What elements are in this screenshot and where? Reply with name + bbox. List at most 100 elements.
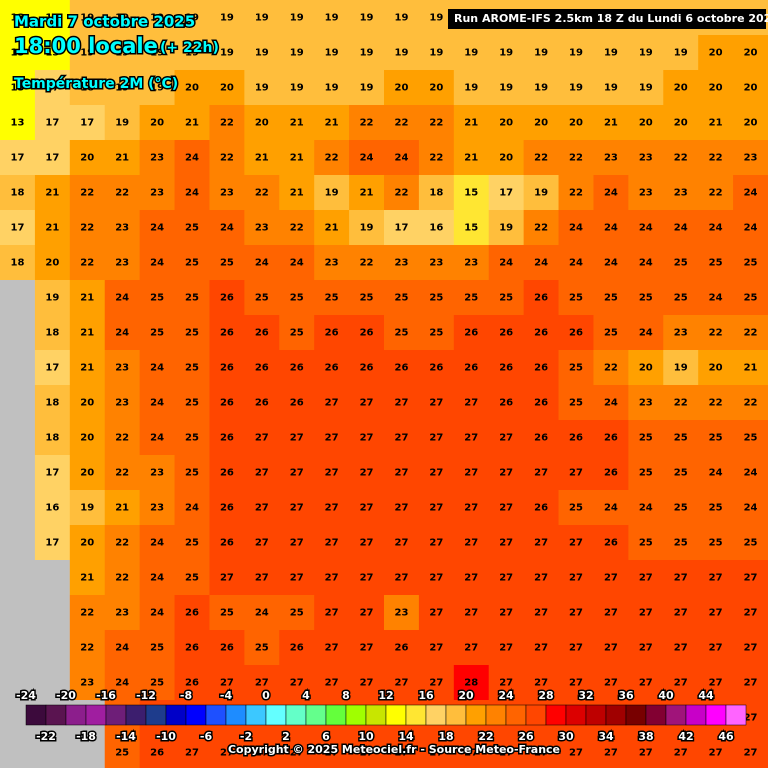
temperature-value: 21	[709, 118, 723, 129]
temperature-cell	[0, 35, 36, 71]
temperature-value: 27	[639, 608, 653, 619]
temperature-value: 26	[360, 363, 374, 374]
temperature-cell	[698, 525, 734, 561]
temperature-cell	[733, 210, 768, 246]
temperature-cell	[384, 350, 420, 386]
legend-swatch	[145, 704, 167, 726]
temperature-value: 24	[744, 468, 758, 479]
land-cell	[0, 455, 36, 491]
temperature-cell	[279, 630, 315, 666]
legend-label: 2	[282, 730, 290, 743]
temperature-value: 27	[325, 468, 339, 479]
temperature-cell	[69, 630, 106, 666]
temperature-value: 27	[394, 503, 408, 514]
land-cell	[0, 385, 36, 421]
temperature-cell	[104, 735, 141, 768]
temperature-cell	[384, 245, 420, 281]
temperature-value: 19	[115, 83, 129, 94]
temperature-value: 27	[709, 643, 723, 654]
temperature-value: 27	[290, 748, 304, 759]
temperature-cell	[104, 385, 141, 421]
temperature-cell	[139, 280, 176, 316]
temperature-cell	[418, 665, 455, 701]
temperature-value: 27	[569, 468, 583, 479]
temperature-value: 25	[569, 398, 583, 409]
temperature-value: 26	[569, 328, 583, 339]
temperature-cell	[104, 280, 141, 316]
temperature-cell	[663, 455, 699, 491]
temperature-value: 27	[360, 643, 374, 654]
temperature-value: 24	[604, 188, 618, 199]
temperature-cell	[733, 70, 768, 106]
temperature-value: 19	[80, 48, 94, 59]
temperature-cell	[418, 595, 455, 631]
temperature-value: 27	[534, 678, 548, 689]
temperature-cell	[139, 420, 176, 456]
temperature-cell	[174, 105, 210, 141]
temperature-cell	[523, 140, 560, 176]
temperature-value: 27	[499, 503, 513, 514]
temperature-value: 19	[534, 83, 548, 94]
temperature-cell	[733, 525, 768, 561]
temperature-value: 25	[220, 608, 234, 619]
temperature-value: 27	[220, 748, 234, 759]
temperature-cell	[593, 175, 629, 211]
temperature-value: 21	[290, 118, 304, 129]
temperature-cell	[698, 140, 734, 176]
temperature-cell	[349, 105, 385, 141]
temperature-cell	[0, 245, 36, 281]
temperature-value: 23	[150, 468, 164, 479]
temperature-value: 15	[464, 223, 478, 234]
temperature-cell	[139, 315, 176, 351]
temperature-value: 21	[115, 503, 129, 514]
legend-label: -12	[136, 689, 156, 702]
temperature-value: 24	[709, 223, 723, 234]
temperature-cell	[698, 70, 734, 106]
temperature-value: 13	[10, 13, 24, 24]
temperature-value: 25	[674, 293, 688, 304]
temperature-value: 26	[185, 643, 199, 654]
temperature-cell	[384, 105, 420, 141]
temperature-cell	[104, 210, 141, 246]
temperature-cell	[34, 420, 71, 456]
temperature-value: 25	[394, 293, 408, 304]
temperature-value: 21	[325, 223, 339, 234]
temperature-value: 27	[290, 573, 304, 584]
temperature-value: 19	[674, 363, 688, 374]
temperature-value: 20	[709, 83, 723, 94]
temperature-value: 19	[325, 13, 339, 24]
legend-swatch	[105, 704, 127, 726]
temperature-value: 17	[45, 118, 59, 129]
temperature-value: 26	[220, 433, 234, 444]
temperature-cell	[488, 630, 525, 666]
temperature-value: 25	[429, 293, 443, 304]
temperature-cell	[0, 70, 36, 106]
land-cell	[34, 595, 71, 631]
temperature-cell	[69, 105, 106, 141]
temperature-cell	[349, 665, 385, 701]
temperature-cell	[384, 665, 420, 701]
temperature-cell	[279, 280, 315, 316]
temperature-value: 19	[499, 83, 513, 94]
temperature-value: 27	[464, 503, 478, 514]
temperature-value: 27	[534, 538, 548, 549]
temperature-cell	[34, 210, 71, 246]
temperature-value: 22	[80, 188, 94, 199]
temperature-value: 27	[499, 433, 513, 444]
temperature-value: 15	[464, 188, 478, 199]
legend-swatch	[565, 704, 587, 726]
temperature-cell	[349, 525, 385, 561]
temperature-value: 21	[744, 363, 758, 374]
temperature-value: 27	[325, 538, 339, 549]
legend-label: 6	[322, 730, 330, 743]
temperature-cell	[488, 385, 525, 421]
temperature-value: 23	[220, 188, 234, 199]
temperature-cell	[384, 560, 420, 596]
temperature-cell	[663, 630, 699, 666]
temperature-cell	[349, 245, 385, 281]
temperature-value: 22	[534, 153, 548, 164]
temperature-cell	[314, 490, 350, 526]
land-cell	[69, 735, 106, 768]
temperature-value: 21	[45, 223, 59, 234]
temperature-cell	[558, 105, 594, 141]
